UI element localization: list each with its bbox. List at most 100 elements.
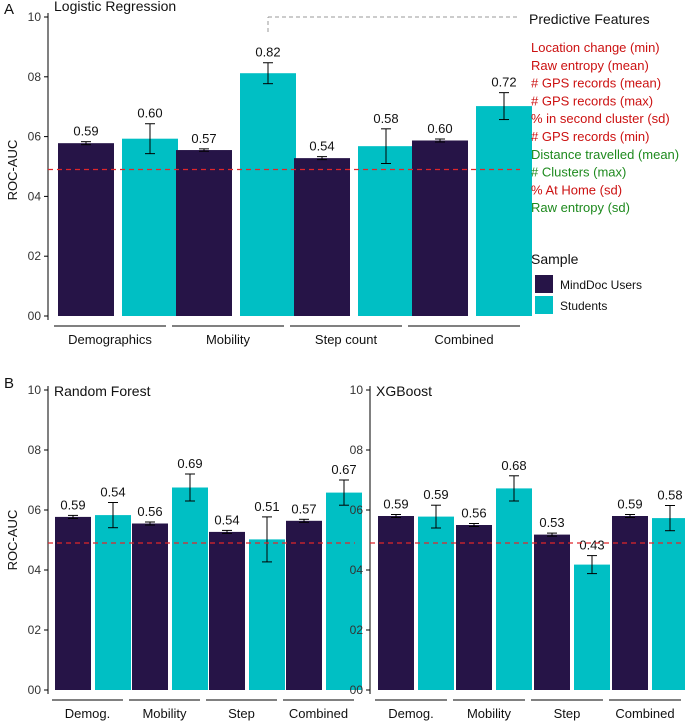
- y-tick-label: 06: [28, 130, 42, 144]
- category-label: Mobility: [206, 332, 251, 347]
- panel-b-rf: 00 02 04 06 08 10 Random Forest Demog. 0.59 0.54 M…: [28, 383, 362, 721]
- panel-letter-a: A: [4, 1, 14, 18]
- panel-title: Logistic Regression: [54, 0, 176, 14]
- y-axis-label: ROC-AUC: [5, 510, 20, 571]
- category-label: Combined: [615, 706, 674, 721]
- feature-item: Location change (min): [531, 40, 660, 55]
- bar: [249, 539, 285, 690]
- legend-swatch: [535, 296, 553, 314]
- data-label: 0.54: [214, 512, 239, 527]
- data-label: 0.72: [491, 75, 516, 90]
- panel-letter-b: B: [4, 375, 14, 392]
- feature-item: # GPS records (min): [531, 129, 649, 144]
- bar: [574, 564, 610, 690]
- y-axis-label: ROC-AUC: [5, 140, 20, 201]
- bar: [122, 138, 178, 316]
- bar: [358, 146, 414, 316]
- data-label: 0.68: [501, 458, 526, 473]
- features-title: Predictive Features: [529, 11, 650, 27]
- data-label: 0.54: [309, 139, 334, 154]
- panel-b-xgb: 00 02 04 06 08 10 XGBoost Demog. 0.59 0.59 Mobilit…: [350, 383, 685, 721]
- y-tick-label: 02: [28, 623, 42, 637]
- data-label: 0.59: [383, 497, 408, 512]
- category-label: Step: [554, 706, 581, 721]
- bar: [476, 106, 532, 317]
- data-label: 0.56: [137, 504, 162, 519]
- legend: Sample MindDoc Users Students: [531, 251, 642, 314]
- category-label: Demog.: [65, 706, 111, 721]
- y-tick-label: 08: [28, 443, 42, 457]
- y-tick-label: 10: [28, 10, 42, 24]
- feature-item: % in second cluster (sd): [531, 111, 670, 126]
- legend-label: MindDoc Users: [560, 278, 642, 292]
- legend-label: Students: [560, 299, 607, 313]
- y-tick-label: 00: [28, 309, 42, 323]
- y-tick-label: 08: [350, 443, 364, 457]
- legend-swatch: [535, 275, 553, 293]
- data-label: 0.58: [373, 111, 398, 126]
- y-tick-label: 02: [350, 623, 364, 637]
- legend-title: Sample: [531, 251, 579, 267]
- bar: [132, 523, 168, 690]
- feature-connector: [267, 16, 520, 32]
- bar: [55, 516, 91, 690]
- feature-item: # GPS records (mean): [531, 76, 661, 91]
- category-label: Combined: [289, 706, 348, 721]
- bar: [612, 516, 648, 690]
- feature-item: Raw entropy (mean): [531, 58, 649, 73]
- category-label: Mobility: [142, 706, 187, 721]
- y-tick-label: 10: [350, 383, 364, 397]
- data-label: 0.58: [657, 488, 682, 503]
- bar: [534, 534, 570, 690]
- data-label: 0.57: [291, 501, 316, 516]
- panel-a: 00 02 04 06 08 10 Logistic Regression Demograph…: [28, 0, 532, 347]
- predictive-features: Predictive Features Location change (min)…: [529, 11, 679, 215]
- bar: [95, 515, 131, 690]
- panel-title: Random Forest: [54, 383, 151, 399]
- category-label: Step count: [315, 332, 378, 347]
- data-label: 0.51: [254, 499, 279, 514]
- y-tick-label: 02: [28, 249, 42, 263]
- feature-item: # GPS records (max): [531, 93, 653, 108]
- data-label: 0.60: [137, 106, 162, 121]
- bar: [456, 525, 492, 690]
- category-label: Demographics: [68, 332, 152, 347]
- bar: [418, 516, 454, 690]
- y-tick-label: 04: [28, 189, 42, 203]
- bar: [240, 73, 296, 316]
- data-label: 0.57: [191, 131, 216, 146]
- data-label: 0.59: [423, 487, 448, 502]
- bar: [294, 158, 350, 316]
- bar: [172, 487, 208, 690]
- y-tick-label: 06: [350, 503, 364, 517]
- bar: [58, 143, 114, 316]
- bar: [378, 516, 414, 690]
- y-tick-label: 00: [350, 683, 364, 697]
- bar: [286, 520, 322, 690]
- data-label: 0.82: [255, 45, 280, 60]
- data-label: 0.59: [73, 124, 98, 139]
- category-label: Mobility: [467, 706, 512, 721]
- feature-item: Raw entropy (sd): [531, 200, 630, 215]
- y-tick-label: 00: [28, 683, 42, 697]
- y-tick-label: 10: [28, 383, 42, 397]
- category-label: Step: [228, 706, 255, 721]
- feature-item: # Clusters (max): [531, 165, 626, 180]
- bar: [209, 531, 245, 690]
- data-label: 0.60: [427, 121, 452, 136]
- data-label: 0.67: [331, 462, 356, 477]
- y-tick-label: 06: [28, 503, 42, 517]
- panel-title: XGBoost: [376, 383, 432, 399]
- data-label: 0.56: [461, 506, 486, 521]
- data-label: 0.59: [60, 497, 85, 512]
- data-label: 0.43: [579, 538, 604, 553]
- y-tick-label: 04: [350, 563, 364, 577]
- bar: [412, 140, 468, 316]
- bar: [496, 488, 532, 690]
- y-tick-label: 08: [28, 70, 42, 84]
- feature-item: Distance travelled (mean): [531, 147, 679, 162]
- y-tick-label: 04: [28, 563, 42, 577]
- category-label: Combined: [434, 332, 493, 347]
- feature-item: % At Home (sd): [531, 182, 622, 197]
